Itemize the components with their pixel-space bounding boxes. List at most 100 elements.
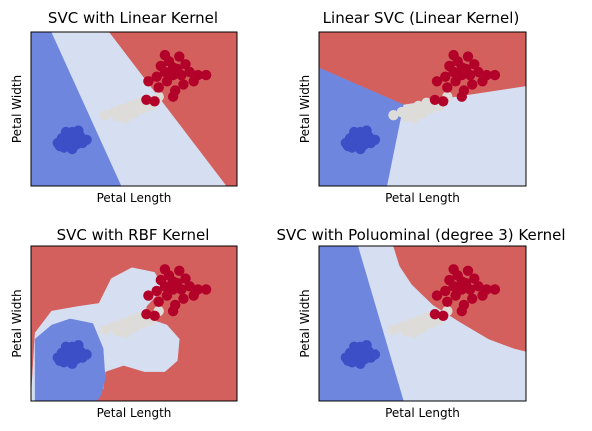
scatter-point-class-2 — [431, 290, 443, 301]
scatter-point-class-2 — [200, 69, 212, 81]
y-axis-label: Petal Width — [298, 289, 312, 357]
scatter-point-class-0 — [342, 140, 354, 152]
scatter-point-class-2 — [178, 79, 189, 90]
x-axis-label: Petal Length — [385, 191, 460, 205]
scatter-point-class-1 — [388, 324, 399, 335]
scatter-point-class-2 — [444, 274, 455, 286]
scatter-point-class-2 — [456, 91, 467, 102]
scatter-point-class-2 — [448, 49, 459, 61]
plot-area — [319, 246, 526, 401]
scatter-point-class-0 — [54, 140, 65, 152]
scatter-point-class-1 — [411, 105, 422, 116]
scatter-point-class-2 — [489, 284, 501, 295]
decision-region-class-0 — [31, 32, 122, 186]
scatter-point-class-1 — [425, 103, 436, 115]
subplot-title: SVC with RBF Kernel — [57, 226, 210, 244]
scatter-point-class-2 — [178, 293, 189, 304]
scatter-point-class-0 — [73, 125, 84, 136]
scatter-point-class-2 — [438, 96, 449, 107]
scatter-point-class-1 — [400, 326, 412, 337]
scatter-point-class-0 — [81, 349, 92, 360]
scatter-point-class-1 — [100, 110, 111, 121]
scatter-point-class-2 — [448, 264, 459, 275]
scatter-point-class-1 — [137, 103, 148, 115]
axes-frame — [318, 245, 527, 402]
scatter-point-class-2 — [442, 296, 453, 307]
y-axis-label: Petal Width — [10, 75, 24, 143]
scatter-point-class-2 — [159, 264, 171, 275]
scatter-point-class-1 — [137, 318, 148, 329]
scatter-point-class-2 — [149, 96, 160, 107]
scatter-point-class-2 — [467, 293, 478, 304]
x-axis-label: Petal Length — [97, 191, 172, 205]
scatter-point-class-0 — [342, 355, 354, 366]
scatter-point-class-2 — [141, 309, 152, 320]
scatter-point-class-2 — [444, 60, 455, 72]
scatter-point-class-2 — [473, 66, 484, 78]
scatter-point-class-2 — [469, 59, 480, 70]
axes-frame — [30, 245, 238, 402]
scatter-point-class-0 — [355, 358, 366, 369]
scatter-point-class-2 — [200, 284, 212, 295]
subplot-title: SVC with Poluominal (degree 3) Kernel — [276, 226, 565, 244]
scatter-point-class-1 — [400, 111, 412, 122]
scatter-point-class-0 — [349, 341, 360, 352]
subplot-1: SVC with Linear Kernel Petal Length Petal … — [10, 9, 238, 205]
scatter-point-class-2 — [469, 273, 480, 284]
scatter-point-class-2 — [155, 60, 166, 72]
axes-frame — [30, 31, 238, 187]
y-axis-label: Petal Width — [298, 75, 312, 143]
subplot-title: Linear SVC (Linear Kernel) — [323, 9, 520, 27]
scatter-point-class-2 — [188, 76, 199, 87]
scatter-series-class-2 — [429, 264, 501, 321]
scatter-point-class-0 — [67, 143, 78, 155]
scatter-point-class-2 — [141, 94, 152, 106]
scatter-point-class-2 — [143, 76, 154, 87]
scatter-point-class-1 — [100, 324, 111, 335]
scatter-point-class-1 — [388, 110, 399, 121]
scatter-point-class-2 — [431, 76, 443, 87]
scatter-point-class-2 — [174, 265, 185, 276]
scatter-point-class-0 — [54, 355, 65, 366]
scatter-point-class-0 — [369, 134, 381, 145]
scatter-point-class-2 — [429, 94, 441, 106]
scatter-point-class-1 — [411, 319, 422, 331]
scatter-point-class-0 — [355, 143, 366, 155]
scatter-point-class-2 — [155, 274, 166, 286]
scatter-point-class-2 — [180, 273, 191, 284]
scatter-point-class-0 — [60, 341, 72, 352]
scatter-point-class-2 — [477, 76, 488, 87]
scatter-series-class-2 — [141, 49, 212, 107]
scatter-point-class-0 — [349, 126, 360, 138]
scatter-point-class-2 — [440, 285, 451, 297]
decision-region-class-0 — [319, 246, 405, 401]
scatter-point-class-2 — [180, 59, 191, 70]
scatter-point-class-2 — [440, 71, 451, 82]
scatter-series-class-2 — [141, 264, 212, 321]
scatter-point-class-2 — [153, 82, 164, 93]
scatter-series-class-0 — [52, 125, 92, 155]
subplot-grid: SVC with Linear Kernel Petal Length Petal … — [10, 9, 566, 420]
axes-frame — [318, 31, 527, 187]
scatter-point-class-0 — [81, 134, 92, 145]
scatter-point-class-2 — [429, 309, 441, 320]
scatter-point-class-1 — [112, 326, 123, 337]
y-axis-label: Petal Width — [10, 289, 24, 357]
scatter-point-class-1 — [122, 105, 133, 116]
scatter-series-class-0 — [52, 340, 92, 369]
scatter-point-class-2 — [149, 310, 160, 321]
scatter-point-class-2 — [167, 305, 179, 317]
x-axis-label: Petal Length — [97, 406, 172, 420]
plot-area — [31, 246, 237, 401]
scatter-point-class-2 — [153, 296, 164, 307]
scatter-point-class-2 — [159, 49, 171, 61]
scatter-point-class-2 — [151, 285, 162, 297]
scatter-point-class-0 — [73, 340, 84, 351]
subplot-2: Linear SVC (Linear Kernel) Petal Length Pe… — [298, 9, 527, 205]
scatter-point-class-1 — [425, 318, 436, 329]
scatter-point-class-2 — [184, 281, 195, 292]
scatter-series-class-0 — [340, 125, 381, 155]
scatter-point-class-2 — [167, 284, 179, 295]
scatter-point-class-2 — [456, 284, 467, 295]
scatter-point-class-2 — [467, 79, 478, 90]
